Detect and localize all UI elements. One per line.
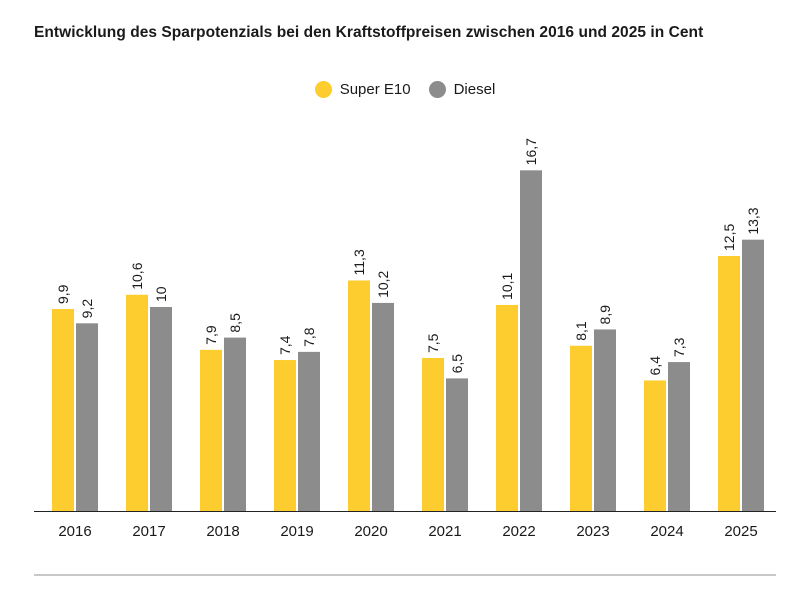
bar-super-e10-2022 — [496, 304, 518, 511]
data-label-diesel-2022: 16,7 — [523, 138, 539, 165]
data-label-diesel-2025: 13,3 — [745, 207, 761, 234]
data-label-diesel-2016: 9,2 — [79, 299, 95, 319]
bottom-divider — [34, 574, 776, 576]
bar-diesel-2022 — [520, 170, 542, 511]
x-tick-label-2021: 2021 — [428, 523, 461, 540]
bar-diesel-2023 — [594, 329, 616, 511]
legend-label-diesel: Diesel — [453, 80, 496, 98]
legend-swatch-super-e10 — [314, 80, 332, 98]
data-label-diesel-2020: 10,2 — [375, 270, 391, 297]
bar-super-e10-2021 — [422, 358, 444, 511]
bar-diesel-2020 — [372, 302, 394, 511]
bar-super-e10-2018 — [200, 349, 222, 511]
data-label-super-e10-2020: 11,3 — [351, 249, 367, 275]
legend: Super E10 Diesel — [0, 78, 810, 100]
data-label-diesel-2023: 8,9 — [597, 305, 613, 325]
data-label-diesel-2018: 8,5 — [227, 313, 243, 333]
data-label-super-e10-2022: 10,1 — [499, 272, 515, 299]
data-label-super-e10-2019: 7,4 — [277, 335, 293, 355]
x-tick-label-2022: 2022 — [502, 523, 535, 540]
x-tick-label-2020: 2020 — [354, 523, 387, 540]
data-label-super-e10-2018: 7,9 — [203, 325, 219, 345]
bar-diesel-2019 — [298, 351, 320, 511]
data-label-super-e10-2025: 12,5 — [721, 224, 737, 251]
legend-item-diesel: Diesel — [428, 80, 496, 98]
data-label-super-e10-2017: 10,6 — [129, 262, 145, 289]
data-label-diesel-2024: 7,3 — [671, 337, 687, 357]
bar-diesel-2016 — [76, 323, 98, 511]
legend-swatch-diesel — [428, 80, 446, 98]
x-tick-label-2019: 2019 — [280, 523, 313, 540]
bar-super-e10-2023 — [570, 345, 592, 511]
data-label-super-e10-2023: 8,1 — [573, 321, 589, 341]
bar-diesel-2025 — [742, 239, 764, 511]
bar-super-e10-2020 — [348, 280, 370, 511]
x-tick-label-2023: 2023 — [576, 523, 609, 540]
bar-super-e10-2025 — [718, 256, 740, 511]
bar-diesel-2021 — [446, 378, 468, 511]
bar-diesel-2018 — [224, 337, 246, 511]
bar-super-e10-2017 — [126, 294, 148, 511]
data-label-super-e10-2024: 6,4 — [647, 356, 663, 376]
x-tick-label-2018: 2018 — [206, 523, 239, 540]
data-label-diesel-2021: 6,5 — [449, 354, 465, 374]
x-tick-label-2024: 2024 — [650, 523, 683, 540]
data-label-super-e10-2021: 7,5 — [425, 333, 441, 353]
bar-diesel-2024 — [668, 362, 690, 511]
x-tick-label-2016: 2016 — [58, 523, 91, 540]
data-label-super-e10-2016: 9,9 — [55, 284, 71, 304]
legend-label-super-e10: Super E10 — [339, 80, 411, 98]
chart-title: Entwicklung des Sparpotenzials bei den K… — [34, 24, 704, 41]
bar-super-e10-2019 — [274, 360, 296, 511]
bar-diesel-2017 — [150, 307, 172, 511]
bar-super-e10-2024 — [644, 380, 666, 511]
x-tick-label-2025: 2025 — [724, 523, 757, 540]
data-label-diesel-2019: 7,8 — [301, 327, 317, 347]
legend-item-super-e10: Super E10 — [314, 80, 411, 98]
data-label-diesel-2017: 10 — [153, 286, 169, 302]
bar-super-e10-2016 — [52, 309, 74, 511]
x-tick-label-2017: 2017 — [132, 523, 165, 540]
